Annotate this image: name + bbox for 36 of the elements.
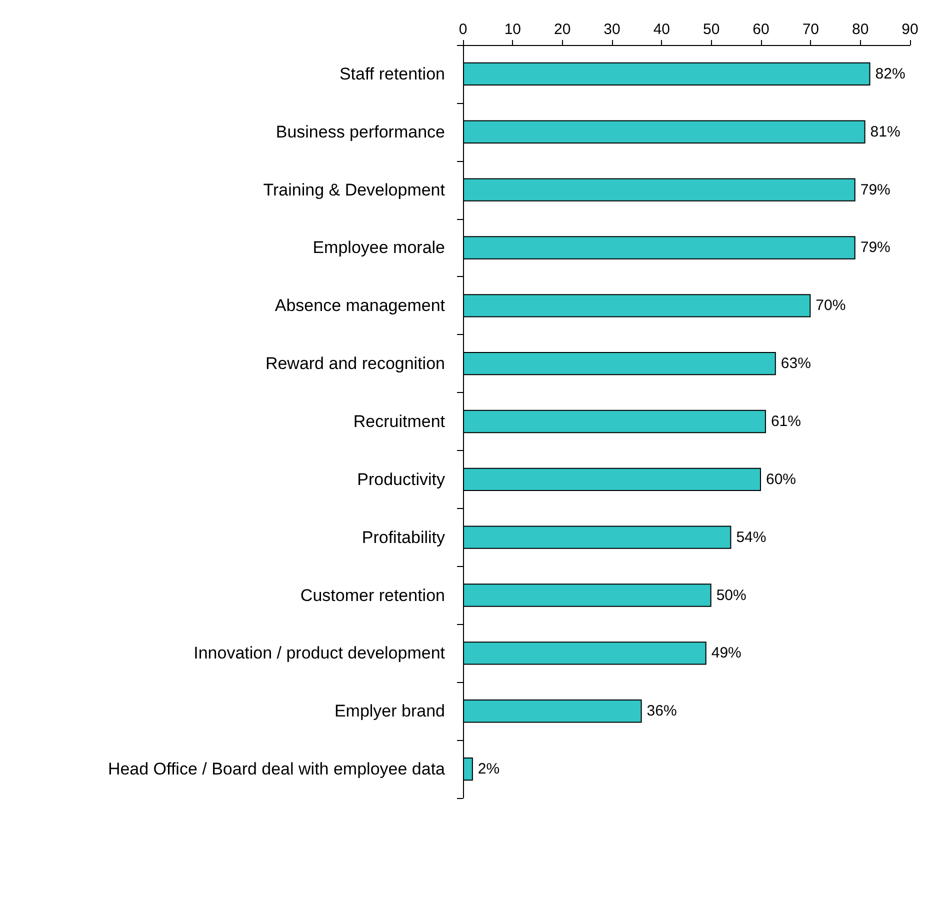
y-tick-label: Recruitment [353, 412, 446, 431]
data-label: 54% [736, 528, 766, 546]
data-label: 70% [816, 297, 846, 314]
x-tick-label: 10 [504, 21, 522, 38]
y-tick-label: Profitability [362, 528, 446, 547]
y-tick-label: Reward and recognition [265, 354, 445, 374]
x-tick-label: 40 [653, 21, 670, 38]
x-tick-label: 90 [902, 21, 918, 38]
data-label: 60% [766, 470, 796, 488]
data-label: 2% [478, 760, 500, 778]
y-tick-label: Training & Development [263, 180, 446, 200]
x-tick-label: 30 [604, 21, 620, 38]
data-label: 63% [780, 355, 811, 372]
y-tick-label: Customer retention [300, 586, 445, 605]
data-label: 50% [716, 586, 746, 604]
x-tick-label: 60 [752, 21, 770, 38]
data-label: 79% [860, 239, 890, 256]
data-label: 49% [711, 644, 742, 662]
y-tick-label: Employee morale [312, 238, 445, 258]
y-tick-label: Staff retention [339, 64, 445, 84]
y-tick-label: Business performance [276, 122, 445, 142]
data-label: 61% [770, 413, 801, 430]
y-tick-label: Innovation / product development [194, 644, 446, 663]
y-tick-label: Absence management [274, 296, 446, 316]
x-tick-label: 70 [802, 21, 820, 38]
data-label: 82% [875, 65, 906, 82]
x-tick-label: 0 [458, 21, 468, 38]
data-label: 79% [860, 181, 890, 198]
x-tick-label: 80 [852, 21, 869, 38]
y-tick-label: Emplyer brand [334, 702, 445, 721]
data-label: 36% [646, 702, 677, 720]
data-label: 81% [870, 123, 900, 140]
x-tick-label: 50 [702, 21, 720, 38]
y-tick-label: Head Office / Board deal with employee data [108, 760, 446, 779]
x-tick-label: 20 [554, 21, 571, 38]
y-tick-label: Productivity [357, 470, 446, 489]
